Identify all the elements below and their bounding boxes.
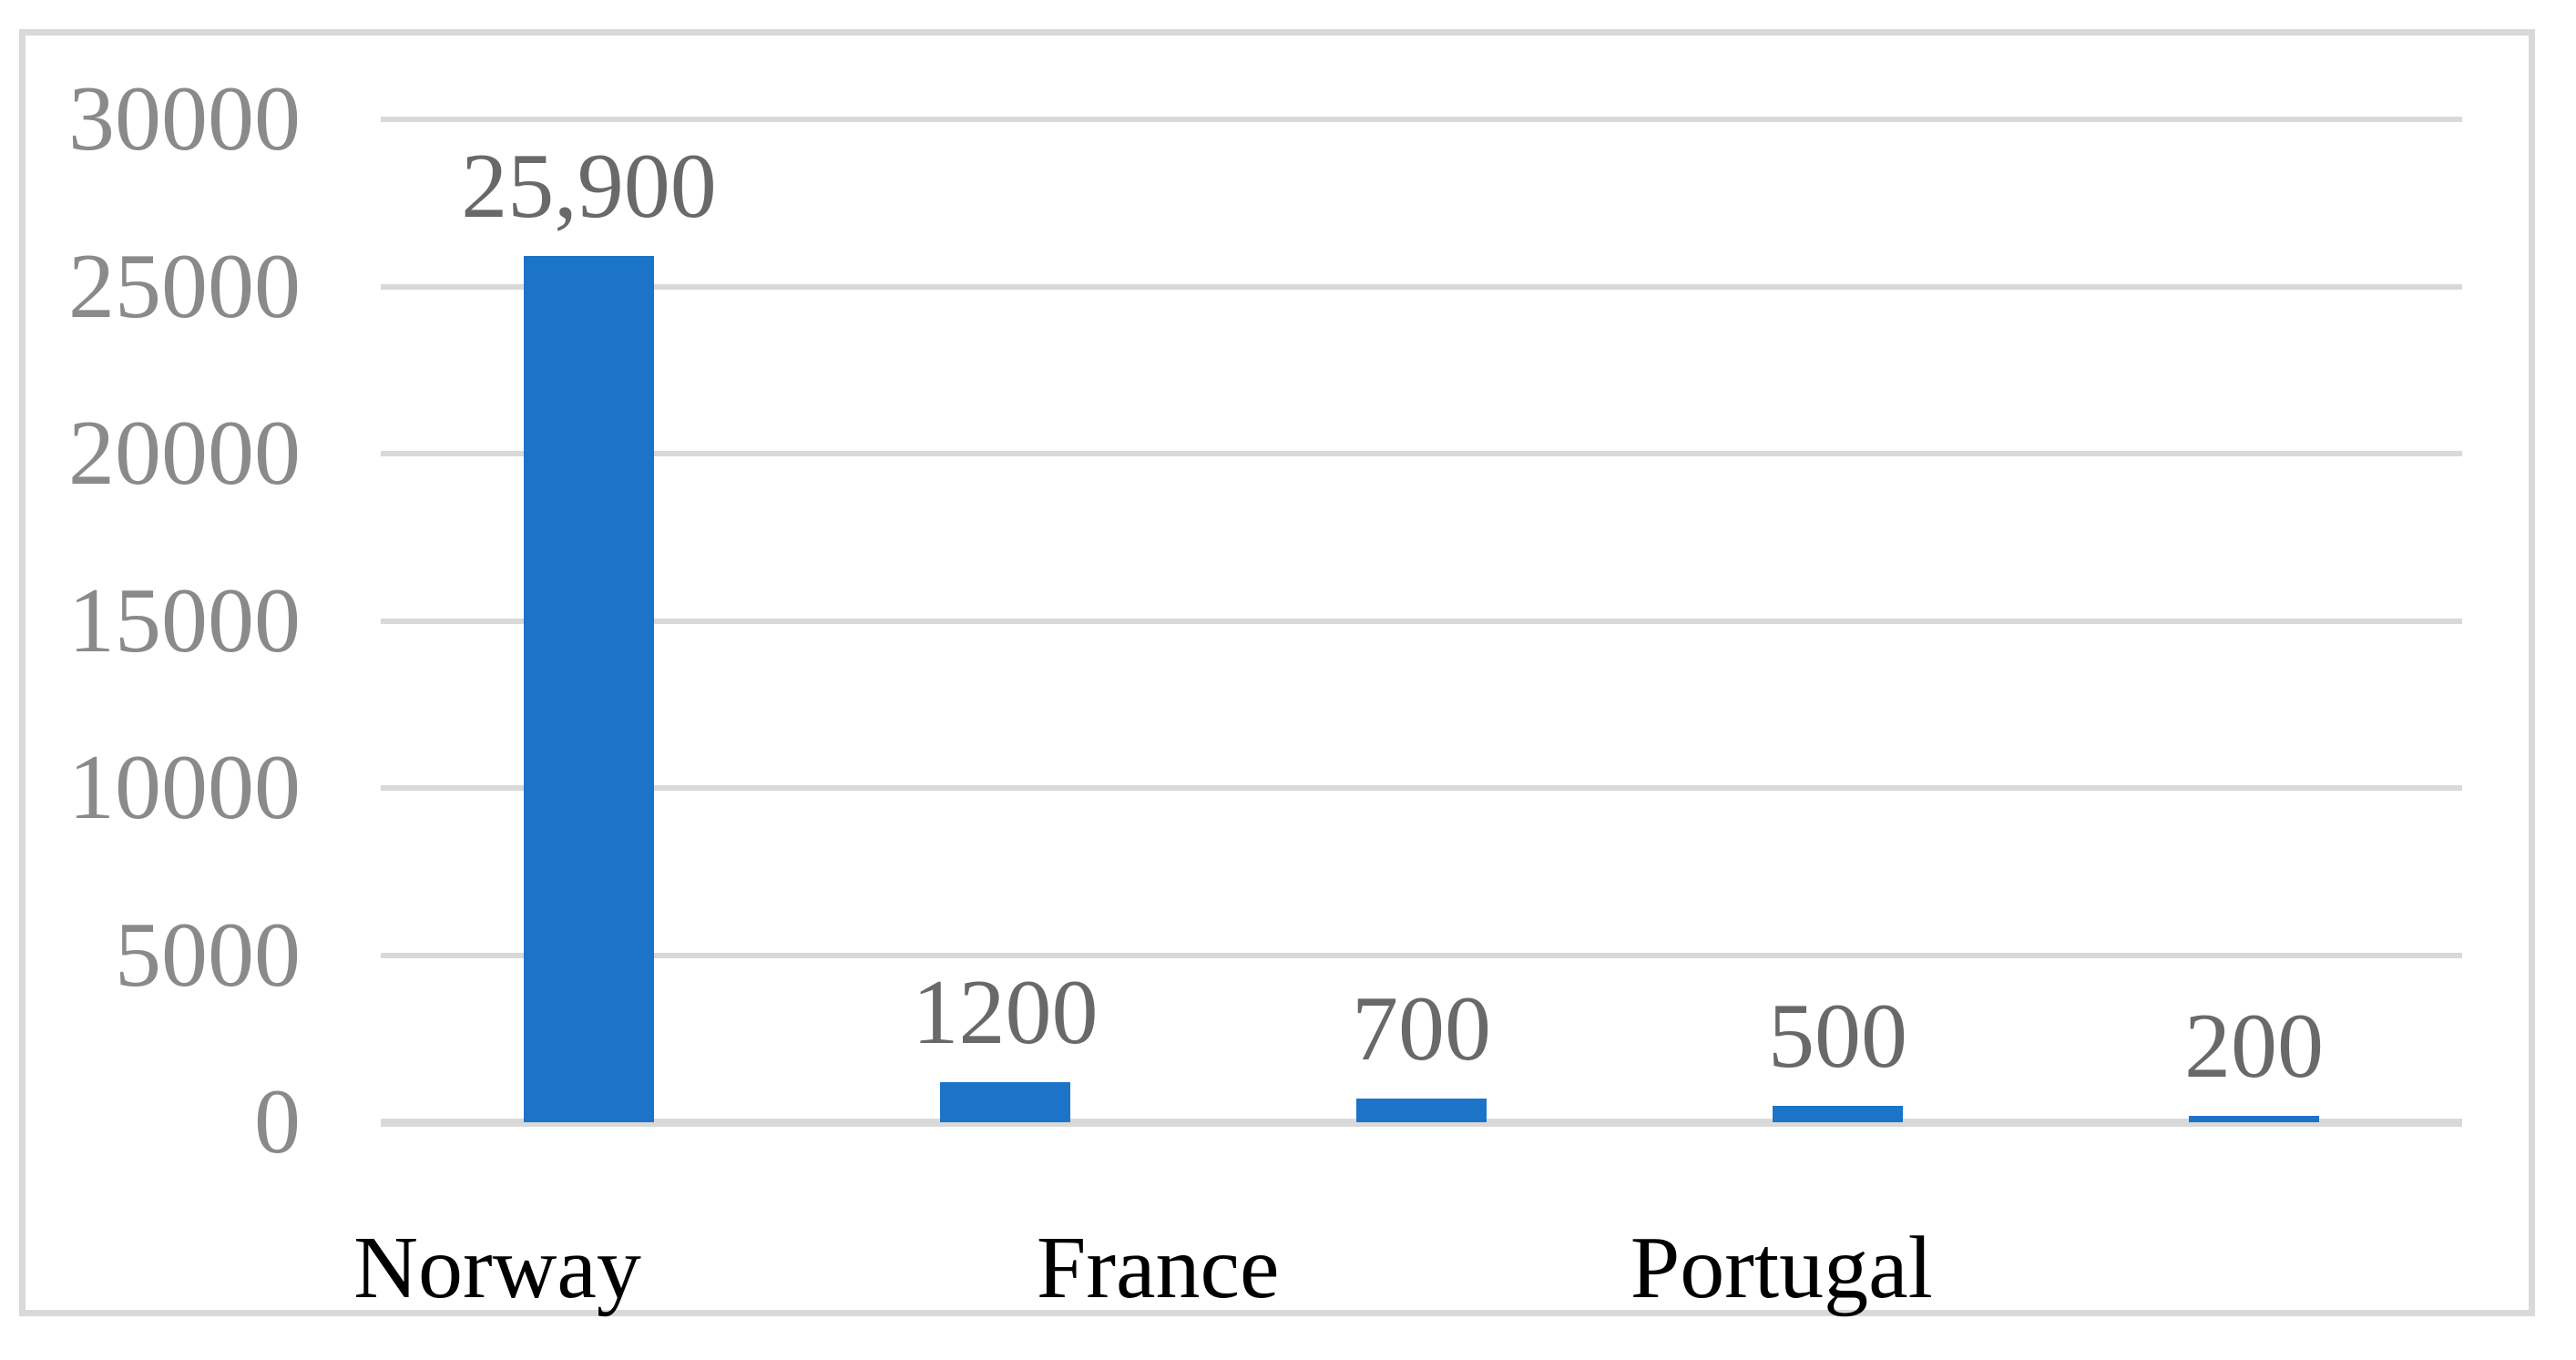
bar-value-label: 1200	[912, 960, 1099, 1064]
gridline	[381, 618, 2462, 624]
y-axis-tick-label: 10000	[68, 736, 301, 839]
y-axis-tick-label: 30000	[68, 67, 301, 170]
y-axis-tick-label: 0	[254, 1070, 301, 1173]
x-axis-label-portugal: Portugal	[1630, 1219, 1933, 1317]
chart-border	[19, 29, 2535, 1316]
bar-5	[2189, 1115, 2319, 1122]
y-axis-tick-label: 15000	[68, 568, 301, 672]
y-axis-tick-label: 20000	[68, 402, 301, 505]
x-axis-baseline	[381, 1119, 2462, 1127]
gridline	[381, 117, 2462, 122]
bar-value-label: 200	[2184, 994, 2324, 1098]
gridline	[381, 785, 2462, 791]
bar-2	[940, 1081, 1070, 1122]
bar-value-label: 700	[1352, 977, 1491, 1081]
bar-1	[524, 256, 654, 1122]
bar-value-label: 25,900	[461, 135, 717, 239]
x-axis-label-norway: Norway	[353, 1219, 641, 1317]
bar-value-label: 500	[1768, 984, 1907, 1088]
y-axis-tick-label: 5000	[115, 903, 301, 1007]
bar-4	[1773, 1105, 1903, 1122]
x-axis-label-france: France	[1036, 1219, 1280, 1317]
y-axis-tick-label: 25000	[68, 234, 301, 338]
gridline	[381, 283, 2462, 290]
gridline	[381, 451, 2462, 456]
bar-3	[1356, 1099, 1487, 1122]
gridline	[381, 952, 2462, 958]
